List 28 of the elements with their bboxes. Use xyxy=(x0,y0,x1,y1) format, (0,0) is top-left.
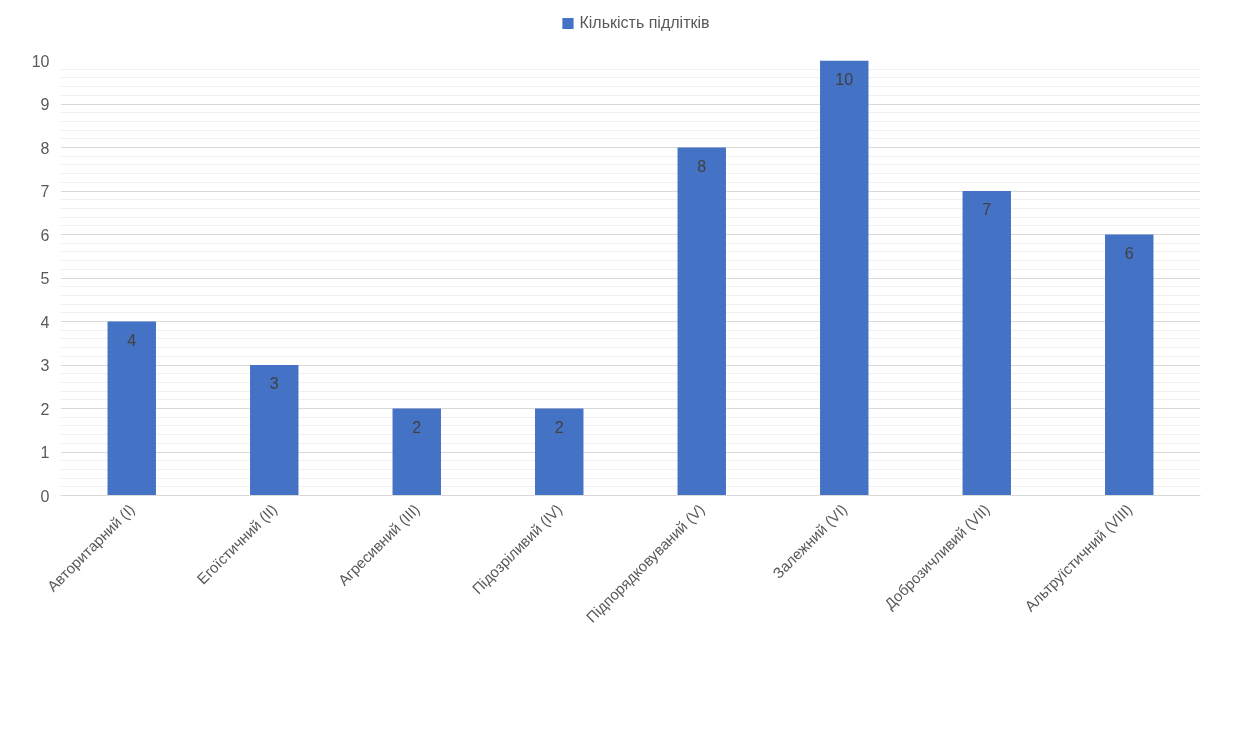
bar xyxy=(392,408,441,496)
y-tick-label: 3 xyxy=(40,357,50,374)
data-label: 8 xyxy=(697,157,707,175)
y-tick-label: 9 xyxy=(40,96,50,113)
y-tick-label: 4 xyxy=(40,313,50,331)
data-label: 3 xyxy=(269,375,279,392)
bar xyxy=(1105,234,1154,496)
y-tick-label: 8 xyxy=(40,139,50,157)
y-tick-label: 6 xyxy=(40,226,50,244)
bar xyxy=(107,321,156,496)
y-tick-label: 1 xyxy=(40,444,50,461)
data-label: 2 xyxy=(554,418,564,436)
bar xyxy=(820,60,869,496)
data-label: 2 xyxy=(412,418,422,436)
bar xyxy=(250,365,299,496)
bar xyxy=(677,147,726,496)
data-label: 6 xyxy=(1124,244,1134,262)
y-tick-label: 7 xyxy=(40,183,50,200)
data-label: 10 xyxy=(835,70,854,88)
data-label: 4 xyxy=(127,331,137,349)
bar xyxy=(535,408,584,496)
y-tick-label: 10 xyxy=(31,52,50,70)
data-label: 7 xyxy=(982,201,992,218)
y-tick-label: 2 xyxy=(40,400,50,418)
y-tick-label: 0 xyxy=(40,487,50,505)
legend-label: Кількість підлітків xyxy=(579,13,710,32)
bar xyxy=(962,191,1011,496)
y-tick-label: 5 xyxy=(40,270,50,287)
